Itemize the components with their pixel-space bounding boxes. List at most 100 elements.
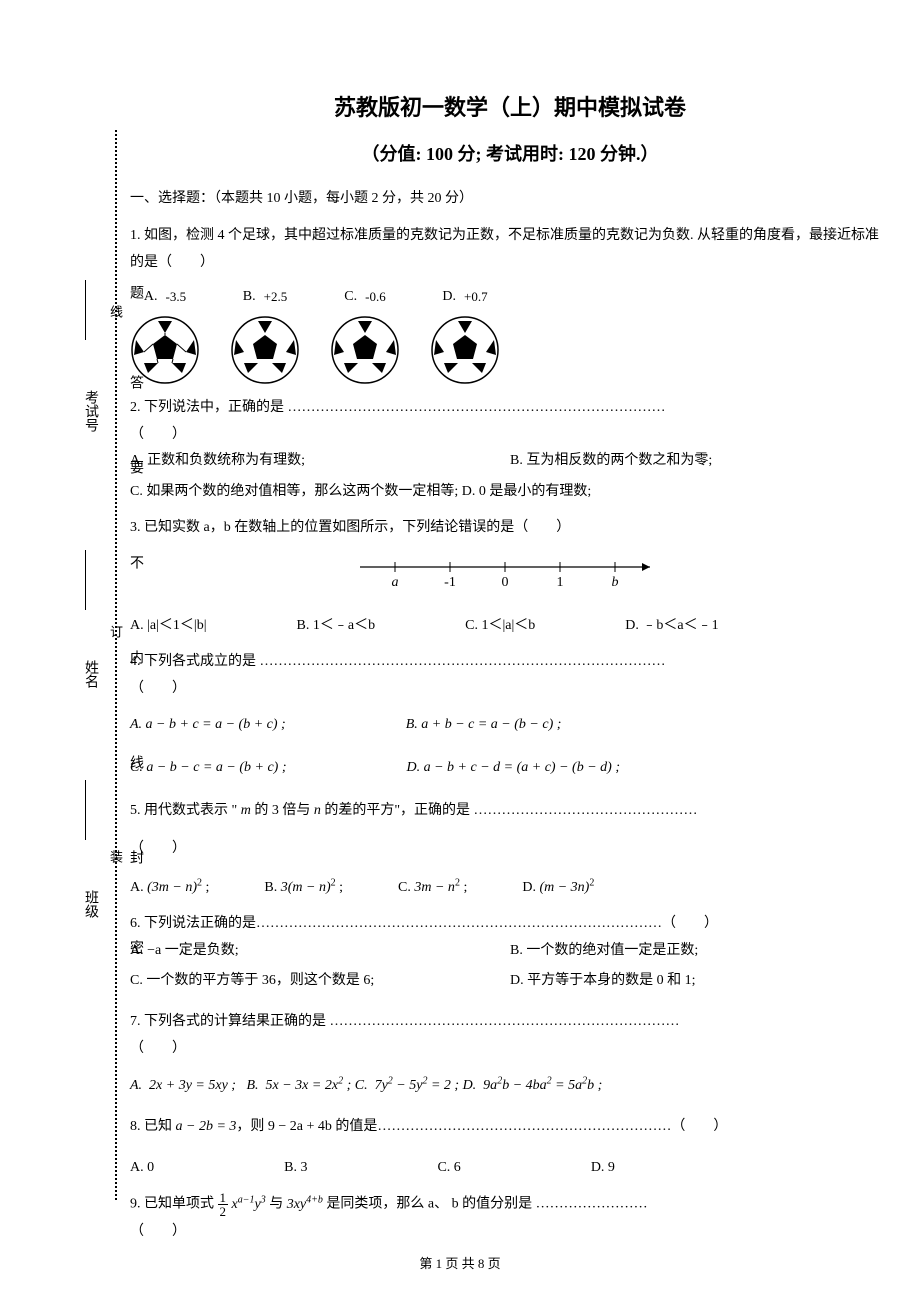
soccer-ball-icon	[230, 315, 300, 385]
q5-a: A. (3m − n)2 ;	[130, 875, 209, 902]
q1-opt-c: C. -0.6	[330, 284, 400, 385]
q6-b: B. 一个数的绝对值一定是正数;	[510, 938, 890, 965]
q6-options: A. −a 一定是负数; B. 一个数的绝对值一定是正数; C. 一个数的平方等…	[130, 938, 890, 999]
svg-text:-1: -1	[444, 575, 456, 590]
soccer-ball-icon	[330, 315, 400, 385]
q3-a: A. |a|＜1＜|b|	[130, 613, 207, 640]
q1-d-row: D. +0.7	[442, 284, 487, 311]
question-2: 2. 下列说法中，正确的是 ………………………………………………………………………	[130, 395, 890, 505]
q1-d-label: D.	[442, 284, 456, 311]
q8-options: A. 0 B. 3 C. 6 D. 9	[130, 1155, 890, 1182]
q5-paren: （ ）	[130, 836, 890, 863]
q4-text: 4. 下列各式成立的是 ……………………………………………………………………………	[130, 649, 890, 676]
q2-options: A. 正数和负数统称为有理数; B. 互为相反数的两个数之和为零;	[130, 448, 890, 479]
q5-m: m	[241, 803, 251, 818]
q5-a-label: A.	[130, 880, 147, 895]
q5-d-label: D.	[522, 880, 539, 895]
q8-c: C. 6	[437, 1155, 460, 1182]
q1-opt-b: B. +2.5	[230, 284, 300, 385]
q4-a: A. a − b + c = a − (b + c) ;	[130, 712, 286, 739]
q9-text: 9. 已知单项式 12 xa−1y3 与 3xy4+b 是同类项，那么 a、 b…	[130, 1191, 890, 1218]
q8-d: D. 9	[591, 1155, 615, 1182]
class-line	[85, 780, 86, 840]
q1-options: A. -3.5	[130, 284, 890, 385]
q1-c-weight: -0.6	[365, 285, 386, 310]
q2-b: B. 互为相反数的两个数之和为零;	[510, 448, 890, 475]
q1-text: 1. 如图，检测 4 个足球，其中超过标准质量的克数记为正数，不足标准质量的克数…	[130, 223, 890, 276]
q1-a-row: A. -3.5	[144, 284, 186, 311]
name-line	[85, 550, 86, 610]
q5-post: 的差的平方"，正确的是 …………………………………………	[321, 803, 698, 818]
q8-post: ，则 9 − 2a + 4b 的值是………………………………………………………（…	[236, 1119, 727, 1134]
q9-post: 是同类项，那么 a、 b 的值分别是 ……………………	[323, 1197, 648, 1212]
q2-c: C. 如果两个数的绝对值相等，那么这两个数一定相等;	[130, 484, 458, 499]
q2-cd-row: C. 如果两个数的绝对值相等，那么这两个数一定相等; D. 0 是最小的有理数;	[130, 479, 890, 506]
question-3: 3. 已知实数 a，b 在数轴上的位置如图所示，下列结论错误的是（ ） a -1…	[130, 515, 890, 639]
exam-number-label: 考试号	[80, 390, 100, 432]
q2-d: D. 0 是最小的有理数;	[462, 484, 592, 499]
q6-a: A. −a 一定是负数;	[130, 938, 510, 965]
q8-a: A. 0	[130, 1155, 154, 1182]
q3-number-line: a -1 0 1 b	[130, 552, 890, 603]
question-4: 4. 下列各式成立的是 ……………………………………………………………………………	[130, 649, 890, 781]
q1-a-weight: -3.5	[166, 285, 187, 310]
svg-text:0: 0	[502, 575, 509, 590]
question-1: 1. 如图，检测 4 个足球，其中超过标准质量的克数记为正数，不足标准质量的克数…	[130, 223, 890, 385]
exam-title: 苏教版初一数学（上）期中模拟试卷	[130, 90, 890, 122]
q1-b-weight: +2.5	[264, 285, 288, 310]
question-7: 7. 下列各式的计算结果正确的是 ………………………………………………………………	[130, 1009, 890, 1100]
q6-c: C. 一个数的平方等于 36，则这个数是 6;	[130, 968, 510, 995]
q9-frac: 12	[218, 1191, 229, 1218]
q5-d: D. (m − 3n)2	[522, 875, 594, 902]
question-9: 9. 已知单项式 12 xa−1y3 与 3xy4+b 是同类项，那么 a、 b…	[130, 1191, 890, 1245]
q4-b: B. a + b − c = a − (b − c) ;	[406, 712, 562, 739]
q3-options: A. |a|＜1＜|b| B. 1＜﹣a＜b C. 1＜|a|＜b D. ﹣b＜…	[130, 613, 890, 640]
q4-row2: C. a − b − c = a − (b + c) ; D. a − b + …	[130, 755, 890, 782]
q7-text: 7. 下列各式的计算结果正确的是 ………………………………………………………………	[130, 1009, 890, 1036]
q5-c-label: C.	[398, 880, 414, 895]
q4-row1: A. a − b + c = a − (b + c) ; B. a + b − …	[130, 712, 890, 739]
soccer-ball-icon	[130, 315, 200, 385]
mini-ding: 订	[106, 625, 125, 638]
q5-n: n	[314, 803, 321, 818]
soccer-ball-icon	[430, 315, 500, 385]
q6-text: 6. 下列说法正确的是………………………………………………………………………………	[130, 911, 890, 938]
q6-d: D. 平方等于本身的数是 0 和 1;	[510, 968, 890, 995]
exam-number-line	[85, 280, 86, 340]
q1-b-row: B. +2.5	[243, 284, 287, 311]
q8-text: 8. 已知 a − 2b = 3，则 9 − 2a + 4b 的值是…………………	[130, 1114, 890, 1141]
q8-pre: 8. 已知	[130, 1119, 176, 1134]
q5-b: B. 3(m − n)2 ;	[264, 875, 343, 902]
q4-paren: （ ）	[130, 676, 890, 703]
q5-b-label: B.	[264, 880, 280, 895]
q3-d: D. ﹣b＜a＜﹣1	[625, 613, 718, 640]
q1-opt-d: D. +0.7	[430, 284, 500, 385]
q9-mid: 与	[266, 1197, 287, 1212]
q9-pre: 9. 已知单项式	[130, 1197, 218, 1212]
q1-c-row: C. -0.6	[344, 284, 385, 311]
q2-paren: （ ）	[130, 422, 890, 449]
q3-b: B. 1＜﹣a＜b	[297, 613, 376, 640]
question-5: 5. 用代数式表示 " m 的 3 倍与 n 的差的平方"，正确的是 ………………	[130, 798, 890, 902]
svg-text:a: a	[392, 575, 399, 590]
q7-paren: （ ）	[130, 1036, 890, 1063]
q5-text: 5. 用代数式表示 " m 的 3 倍与 n 的差的平方"，正确的是 ………………	[130, 798, 890, 825]
q5-pre: 5. 用代数式表示 "	[130, 803, 241, 818]
section-header: 一、选择题：（本题共 10 小题，每小题 2 分，共 20 分）	[130, 186, 890, 211]
q1-a-label: A.	[144, 284, 158, 311]
q9-paren: （ ）	[130, 1219, 890, 1246]
q1-b-label: B.	[243, 284, 256, 311]
page-content: 苏教版初一数学（上）期中模拟试卷 （分值: 100 分; 考试用时: 120 分…	[130, 90, 890, 1255]
number-line-icon: a -1 0 1 b	[350, 552, 670, 592]
binding-margin: 题 答 要 不 内 线 封 密 考试号 姓名 班级 线 订 装	[70, 130, 120, 1200]
mini-xian: 线	[106, 305, 125, 318]
svg-text:b: b	[612, 575, 619, 590]
question-8: 8. 已知 a − 2b = 3，则 9 − 2a + 4b 的值是…………………	[130, 1114, 890, 1181]
q4-d: D. a − b + c − d = (a + c) − (b − d) ;	[407, 755, 620, 782]
q1-d-weight: +0.7	[464, 285, 488, 310]
q2-text: 2. 下列说法中，正确的是 ………………………………………………………………………	[130, 395, 890, 422]
mini-zhuang: 装	[106, 850, 125, 863]
q1-c-label: C.	[344, 284, 357, 311]
exam-subtitle: （分值: 100 分; 考试用时: 120 分钟.）	[130, 140, 890, 166]
q3-c: C. 1＜|a|＜b	[465, 613, 535, 640]
